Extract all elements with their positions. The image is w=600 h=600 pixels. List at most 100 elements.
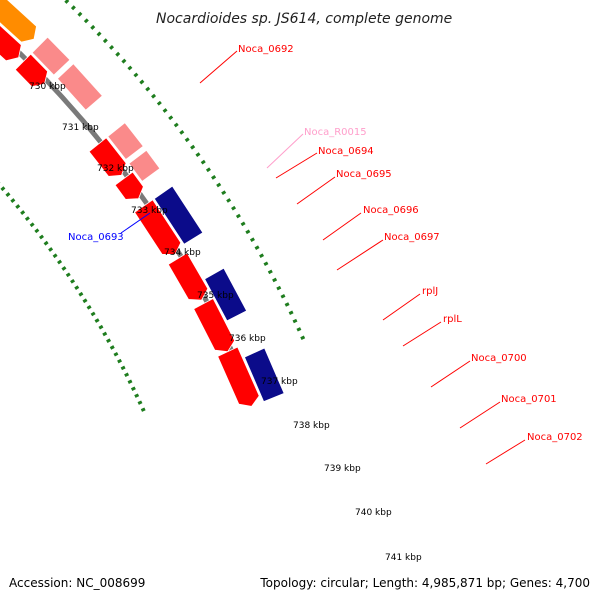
gene-label[interactable]: Noca_0693 [68,232,124,243]
tick-mark [195,152,201,158]
tick-mark [245,229,251,235]
cds-forward[interactable] [217,346,260,407]
tick-mark [10,198,16,203]
leader-line [382,293,421,321]
cds-forward[interactable] [0,6,22,62]
tick-mark [109,345,115,350]
tick-mark [102,331,108,337]
gene-label[interactable]: Noca_0701 [501,394,557,405]
gene-label[interactable]: Noca_0696 [363,205,419,216]
tick-mark [190,144,196,150]
cds-forward[interactable] [193,297,236,353]
cog-translation[interactable] [56,63,103,111]
tick-mark [61,266,67,271]
gene-label[interactable]: Noca_0697 [384,232,440,243]
tick-mark [130,386,136,391]
tick-mark [64,0,70,4]
tick-mark [124,372,130,378]
tick-mark [77,11,83,17]
cds-forward[interactable] [14,53,49,88]
gene-label[interactable]: Noca_0700 [471,353,527,364]
tick-mark [292,318,298,324]
leader-line [336,239,384,271]
gene-label[interactable]: Noca_0695 [336,169,392,180]
tick-mark [300,335,306,340]
label-leader-lines [120,50,526,465]
cds-forward[interactable] [134,199,182,255]
tick-mark [43,240,49,246]
tick-mark [113,351,119,357]
tick-mark [106,338,112,344]
tick-mark [0,186,6,192]
tick-mark [109,45,115,50]
tick-mark [39,234,44,240]
tick-mark [235,213,241,219]
tick-mark [82,298,88,304]
map-title: Nocardioides sp. JS614, complete genome [156,11,452,27]
cog-navy[interactable] [243,347,285,403]
gene-label[interactable]: Noca_0702 [527,432,583,443]
leader-line [120,212,151,234]
leader-line [485,439,526,465]
tick-mark [121,58,127,64]
tick-mark [127,379,133,384]
gene-label[interactable]: rplJ [422,286,438,297]
tick-mark [20,210,26,215]
cog-translation[interactable] [31,36,71,76]
tick-mark [117,358,122,364]
tick-mark [78,291,84,297]
tick-mark [156,100,162,106]
tick-mark [254,245,260,251]
cog-orange[interactable] [0,0,37,43]
gene-label[interactable]: Noca_R0015 [304,127,367,138]
kbp-tick-label: 738 kbp [293,421,330,431]
cog-navy[interactable] [153,185,204,245]
tick-mark [272,277,278,283]
tick-mark [216,182,222,188]
cds-forward[interactable] [114,171,144,200]
tick-mark [276,285,282,291]
cog-translation[interactable] [128,149,161,182]
tick-mark [24,216,30,222]
leader-line [296,176,336,205]
cog-navy[interactable] [204,267,248,322]
tick-mark [231,205,237,211]
kbp-tick-label: 740 kbp [355,508,392,518]
kbp-tick-label: 736 kbp [229,334,266,344]
inner-tick-ring [0,182,146,412]
tick-mark [127,65,133,71]
tick-mark [249,237,255,243]
tick-mark [102,38,108,44]
tick-mark [145,86,151,92]
cog-translation[interactable] [107,122,144,161]
tick-mark [284,302,290,307]
tick-mark [52,253,58,259]
tick-mark [65,272,71,278]
tick-mark [5,192,11,198]
tick-mark [133,72,139,78]
tick-mark [296,327,302,332]
kbp-tick-label: 731 kbp [62,123,99,133]
accession-text: Accession: NC_008699 [9,576,145,590]
cds-forward[interactable] [167,252,209,301]
kbp-tick-label: 739 kbp [324,464,361,474]
tick-mark [139,79,145,85]
gene-tracks [0,0,285,407]
leader-line [459,401,501,429]
leader-line [402,321,442,347]
tick-mark [120,365,126,371]
tick-mark [98,324,104,330]
gene-label[interactable]: rplL [443,314,462,325]
tick-mark [29,222,35,228]
leader-line [275,152,318,179]
tick-mark [115,51,121,57]
tick-mark [226,198,232,203]
gene-label[interactable]: Noca_0692 [238,44,294,55]
cds-forward[interactable] [88,137,127,177]
tick-mark [151,93,157,99]
tick-mark [221,190,227,196]
gene-label[interactable]: Noca_0694 [318,146,374,157]
tick-mark [200,159,206,165]
